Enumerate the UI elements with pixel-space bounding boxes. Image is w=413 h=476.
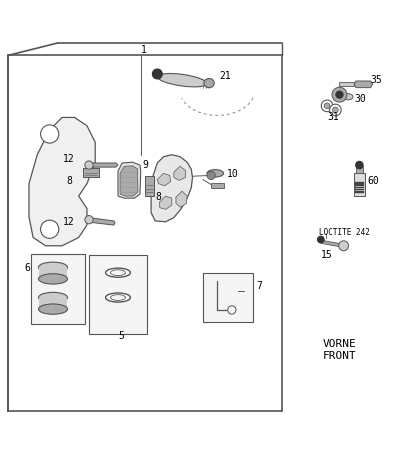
Bar — [38, 298, 67, 309]
Ellipse shape — [105, 268, 130, 278]
Ellipse shape — [38, 274, 67, 285]
Polygon shape — [157, 174, 170, 187]
Circle shape — [332, 108, 337, 114]
Text: 8: 8 — [155, 192, 161, 202]
Ellipse shape — [206, 170, 223, 178]
Circle shape — [40, 126, 59, 144]
Text: 12: 12 — [63, 217, 74, 227]
Text: 7: 7 — [255, 280, 261, 290]
Polygon shape — [173, 167, 185, 181]
Circle shape — [329, 105, 340, 117]
Bar — [355, 167, 362, 174]
Bar — [38, 268, 67, 279]
Ellipse shape — [203, 79, 214, 89]
Polygon shape — [89, 218, 115, 226]
Text: 10: 10 — [226, 169, 238, 179]
Ellipse shape — [342, 94, 352, 100]
Circle shape — [152, 70, 162, 80]
Text: 15: 15 — [320, 249, 332, 259]
Bar — [89, 255, 147, 334]
Bar — [339, 83, 355, 87]
Circle shape — [338, 241, 348, 251]
Circle shape — [331, 88, 346, 103]
Bar — [31, 255, 85, 325]
Circle shape — [85, 161, 93, 170]
Ellipse shape — [157, 74, 206, 88]
Circle shape — [323, 104, 329, 109]
Polygon shape — [120, 167, 138, 197]
Ellipse shape — [38, 304, 67, 315]
Circle shape — [206, 172, 215, 180]
Polygon shape — [176, 192, 187, 208]
Bar — [145, 177, 154, 197]
Text: 5: 5 — [118, 330, 123, 340]
Polygon shape — [89, 164, 118, 168]
Text: 9: 9 — [142, 159, 148, 169]
Text: 12: 12 — [63, 154, 74, 164]
Bar — [211, 183, 223, 188]
Ellipse shape — [38, 293, 67, 303]
Polygon shape — [159, 197, 171, 210]
Circle shape — [227, 306, 235, 315]
Ellipse shape — [110, 270, 125, 276]
Circle shape — [320, 101, 332, 112]
Ellipse shape — [110, 295, 125, 301]
Circle shape — [355, 162, 362, 169]
Bar — [83, 169, 99, 178]
Text: 6: 6 — [24, 263, 30, 273]
Text: 21: 21 — [219, 70, 230, 80]
Polygon shape — [151, 155, 192, 222]
Text: 1: 1 — [140, 45, 146, 55]
Circle shape — [317, 237, 323, 243]
Text: 35: 35 — [370, 75, 381, 85]
Text: 31: 31 — [326, 112, 338, 122]
Text: VORNE: VORNE — [322, 338, 356, 348]
Text: LOCTITE 242: LOCTITE 242 — [318, 228, 369, 236]
Text: 30: 30 — [353, 93, 365, 103]
Text: 8: 8 — [66, 176, 72, 186]
Polygon shape — [29, 118, 95, 246]
Ellipse shape — [105, 293, 130, 302]
Polygon shape — [118, 163, 140, 199]
Polygon shape — [320, 241, 342, 248]
Polygon shape — [353, 82, 372, 89]
Bar — [202, 273, 252, 323]
Ellipse shape — [38, 263, 67, 273]
Bar — [354, 183, 363, 193]
Circle shape — [85, 216, 93, 224]
Bar — [353, 174, 364, 197]
Text: 60: 60 — [367, 176, 378, 186]
Circle shape — [335, 92, 342, 99]
Circle shape — [40, 221, 59, 239]
Text: FRONT: FRONT — [322, 351, 356, 361]
